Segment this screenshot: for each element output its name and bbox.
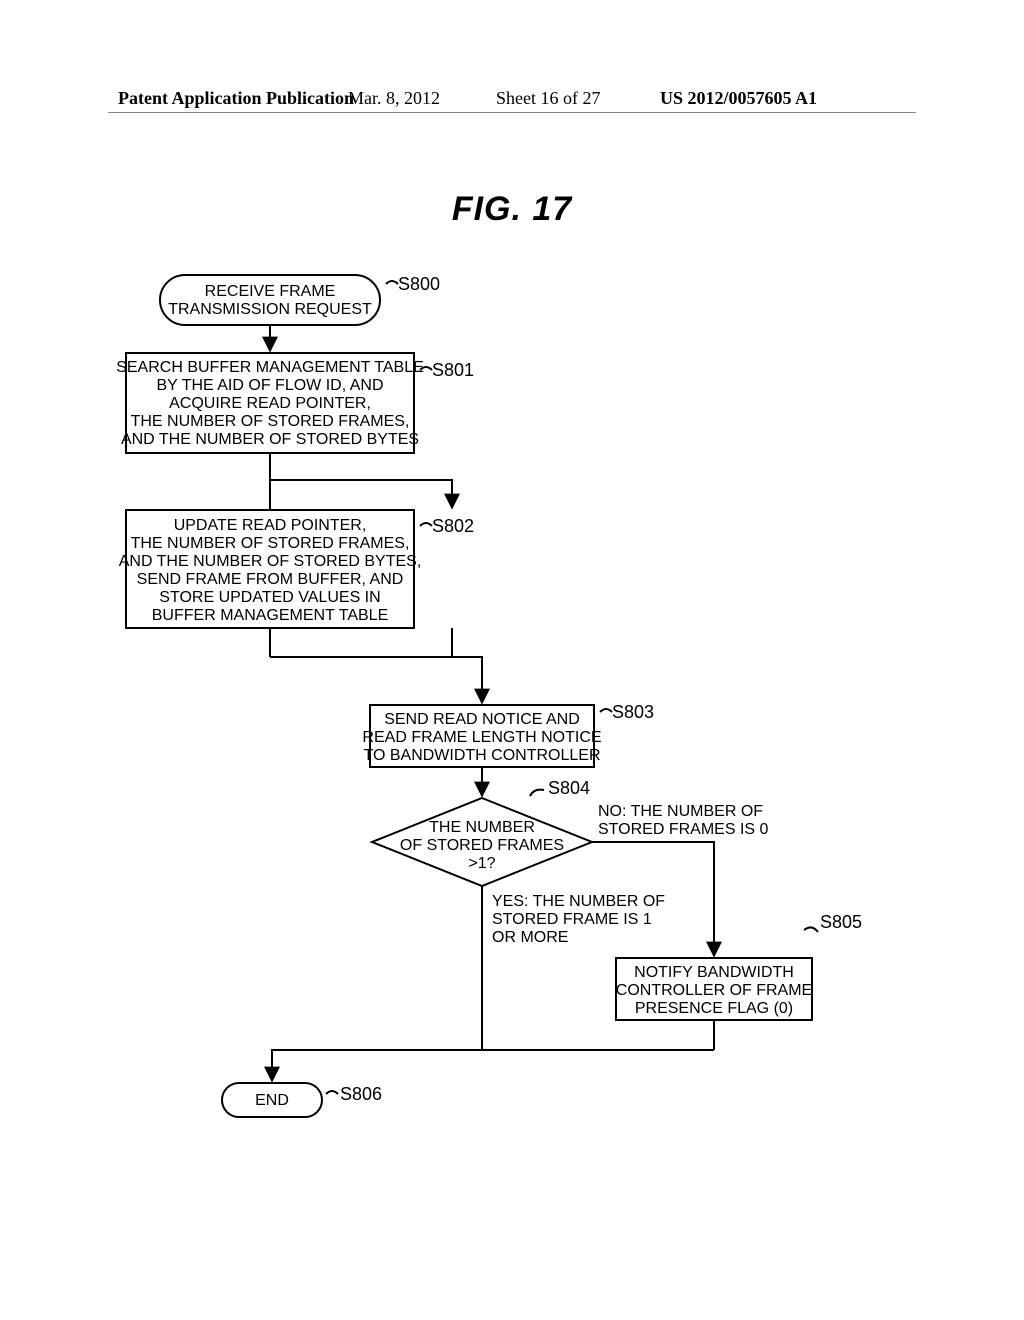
s806-tag: S806 [340,1084,382,1104]
s801-l4: THE NUMBER OF STORED FRAMES, [131,413,410,430]
no-l2: STORED FRAMES IS 0 [598,821,769,838]
flowchart: RECEIVE FRAME TRANSMISSION REQUEST S800 … [0,0,1024,1320]
s801-l3: ACQUIRE READ POINTER, [169,395,371,412]
s802-l6: BUFFER MANAGEMENT TABLE [152,607,388,624]
s805-tag: S805 [820,912,862,932]
yes-l1: YES: THE NUMBER OF [492,893,665,910]
node-s805: NOTIFY BANDWIDTH CONTROLLER OF FRAME PRE… [616,912,862,1020]
s804-tag: S804 [548,778,590,798]
s804-l1: THE NUMBER [429,819,535,836]
node-s801: SEARCH BUFFER MANAGEMENT TABLE BY THE AI… [116,353,474,453]
s805-l1: NOTIFY BANDWIDTH [634,964,794,981]
s802-tag: S802 [432,516,474,536]
node-s806: END S806 [222,1083,382,1117]
s801-l5: AND THE NUMBER OF STORED BYTES [121,431,419,448]
s805-l3: PRESENCE FLAG (0) [635,1000,793,1017]
s800-tag: S800 [398,274,440,294]
s800-line1: RECEIVE FRAME [205,283,336,300]
s802-l4: SEND FRAME FROM BUFFER, AND [137,571,404,588]
s805-l2: CONTROLLER OF FRAME [616,982,812,999]
yes-l2: STORED FRAME IS 1 [492,911,652,928]
node-s803: SEND READ NOTICE AND READ FRAME LENGTH N… [362,702,654,767]
node-s800: RECEIVE FRAME TRANSMISSION REQUEST S800 [160,274,440,325]
edge-label-no: NO: THE NUMBER OF STORED FRAMES IS 0 [598,803,769,838]
s804-l2: OF STORED FRAMES [400,837,564,854]
s803-l3: TO BANDWIDTH CONTROLLER [363,747,600,764]
s803-l1: SEND READ NOTICE AND [384,711,580,728]
s806-l1: END [255,1092,289,1109]
s800-line2: TRANSMISSION REQUEST [168,301,372,318]
s802-l5: STORE UPDATED VALUES IN [159,589,380,606]
s801-l2: BY THE AID OF FLOW ID, AND [156,377,383,394]
s803-l2: READ FRAME LENGTH NOTICE [362,729,601,746]
s803-tag: S803 [612,702,654,722]
edge-label-yes: YES: THE NUMBER OF STORED FRAME IS 1 OR … [492,893,665,946]
s802-l2: THE NUMBER OF STORED FRAMES, [131,535,410,552]
page: Patent Application Publication Mar. 8, 2… [0,0,1024,1320]
node-s802: UPDATE READ POINTER, THE NUMBER OF STORE… [119,510,474,628]
s802-l1: UPDATE READ POINTER, [174,517,367,534]
s802-l3: AND THE NUMBER OF STORED BYTES, [119,553,422,570]
s804-l3: >1? [468,855,495,872]
s801-l1: SEARCH BUFFER MANAGEMENT TABLE [116,359,424,376]
no-l1: NO: THE NUMBER OF [598,803,763,820]
yes-l3: OR MORE [492,929,568,946]
s801-tag: S801 [432,360,474,380]
